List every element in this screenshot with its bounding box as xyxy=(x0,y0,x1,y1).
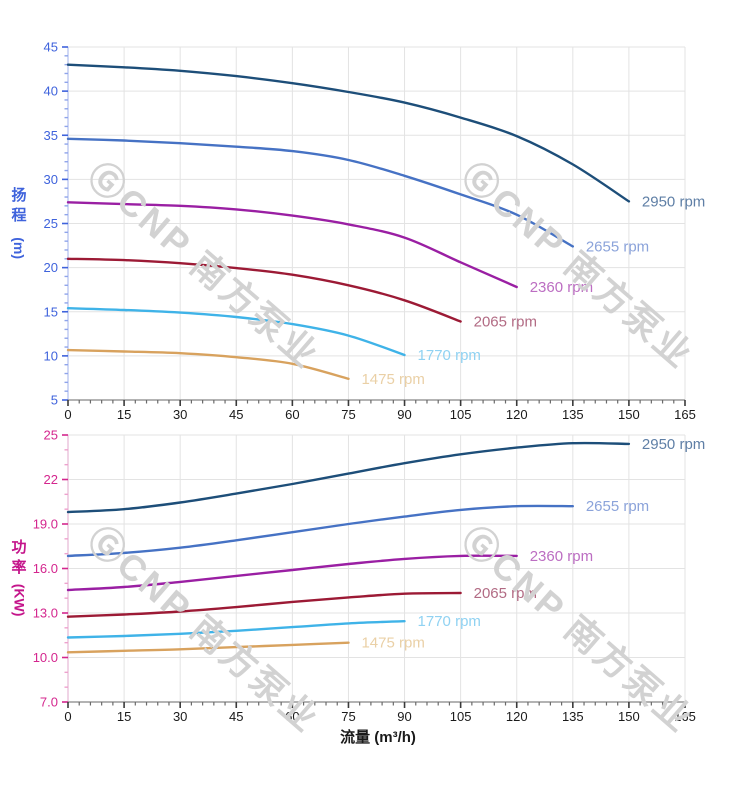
y-axis-tick-label: 25 xyxy=(44,216,58,231)
x-axis-tick-label: 135 xyxy=(562,407,584,422)
y-axis-tick-label: 20 xyxy=(44,260,58,275)
series-curve-2655-rpm xyxy=(66,504,574,558)
head-axis-title: 扬程 (m) xyxy=(6,186,32,259)
series-label: 1475 rpm xyxy=(361,371,424,388)
head-axis-title-text: 扬程 xyxy=(11,187,27,224)
x-axis-tick-label: 120 xyxy=(506,407,528,422)
x-axis-tick-label: 15 xyxy=(117,709,131,724)
x-axis-tick-label: 75 xyxy=(341,709,355,724)
series-curve-2655-rpm xyxy=(66,137,574,248)
y-axis-tick-label: 13.0 xyxy=(33,606,58,621)
y-axis-tick-label: 19.0 xyxy=(33,517,58,532)
y-axis-tick-label: 10 xyxy=(44,348,58,363)
y-axis-tick-label: 16.0 xyxy=(33,561,58,576)
series-label: 1475 rpm xyxy=(361,635,424,652)
series-label: 2655 rpm xyxy=(586,498,649,515)
series-curve-2360-rpm xyxy=(66,201,518,289)
y-axis-tick-label: 7.0 xyxy=(40,695,58,710)
series-label: 2655 rpm xyxy=(586,238,649,255)
series-curve-2065-rpm xyxy=(66,591,462,618)
x-axis-tick-label: 15 xyxy=(117,407,131,422)
power-axis-title-text: 功率 xyxy=(11,539,27,576)
series-curve-1770-rpm xyxy=(66,620,406,639)
series-curve-2950-rpm xyxy=(66,63,631,203)
head-axis-unit: (m) xyxy=(11,237,28,259)
series-label: 2065 rpm xyxy=(474,585,537,602)
power-axis-title: 功率 (KW) xyxy=(6,538,32,616)
y-axis-tick-label: 25 xyxy=(44,428,58,443)
series-curve-2360-rpm xyxy=(66,554,518,592)
x-axis-tick-label: 45 xyxy=(229,709,243,724)
x-axis-tick-label: 105 xyxy=(450,709,472,724)
y-axis-tick-label: 45 xyxy=(44,40,58,55)
x-axis-tick-label: 90 xyxy=(397,407,411,422)
x-axis-tick-label: 45 xyxy=(229,407,243,422)
x-axis-tick-label: 165 xyxy=(674,407,696,422)
x-axis-tick-label: 30 xyxy=(173,407,187,422)
x-axis-tick-label: 120 xyxy=(506,709,528,724)
series-curve-2065-rpm xyxy=(66,257,462,323)
x-axis-tick-label: 30 xyxy=(173,709,187,724)
flow-axis-title: 流量 (m³/h) xyxy=(340,729,416,746)
x-axis-tick-label: 105 xyxy=(450,407,472,422)
y-axis-tick-label: 15 xyxy=(44,304,58,319)
x-axis-tick-label: 165 xyxy=(674,709,696,724)
series-label: 2065 rpm xyxy=(474,313,537,330)
series-label: 2360 rpm xyxy=(530,279,593,296)
y-axis-tick-label: 10.0 xyxy=(33,650,58,665)
x-axis-tick-label: 90 xyxy=(397,709,411,724)
series-label: 2950 rpm xyxy=(642,193,705,210)
series-curve-2950-rpm xyxy=(66,441,631,514)
x-axis-tick-label: 0 xyxy=(64,407,71,422)
x-axis-tick-label: 75 xyxy=(341,407,355,422)
power-axis-unit: (KW) xyxy=(11,583,28,617)
series-label: 2950 rpm xyxy=(642,436,705,453)
y-axis-tick-label: 35 xyxy=(44,128,58,143)
series-curve-1475-rpm xyxy=(66,348,350,380)
y-axis-tick-label: 22 xyxy=(44,472,58,487)
x-axis-tick-label: 150 xyxy=(618,407,640,422)
y-axis-tick-label: 40 xyxy=(44,84,58,99)
x-axis-tick-label: 0 xyxy=(64,709,71,724)
x-axis-tick-label: 60 xyxy=(285,407,299,422)
x-axis-tick-label: 60 xyxy=(285,709,299,724)
series-curve-1770-rpm xyxy=(66,307,406,357)
y-axis-tick-label: 30 xyxy=(44,172,58,187)
series-label: 1770 rpm xyxy=(418,347,481,364)
x-axis-tick-label: 135 xyxy=(562,709,584,724)
x-axis-tick-label: 150 xyxy=(618,709,640,724)
series-label: 2360 rpm xyxy=(530,548,593,565)
y-axis-tick-label: 5 xyxy=(51,393,58,408)
series-curve-1475-rpm xyxy=(66,641,350,654)
series-label: 1770 rpm xyxy=(418,613,481,630)
